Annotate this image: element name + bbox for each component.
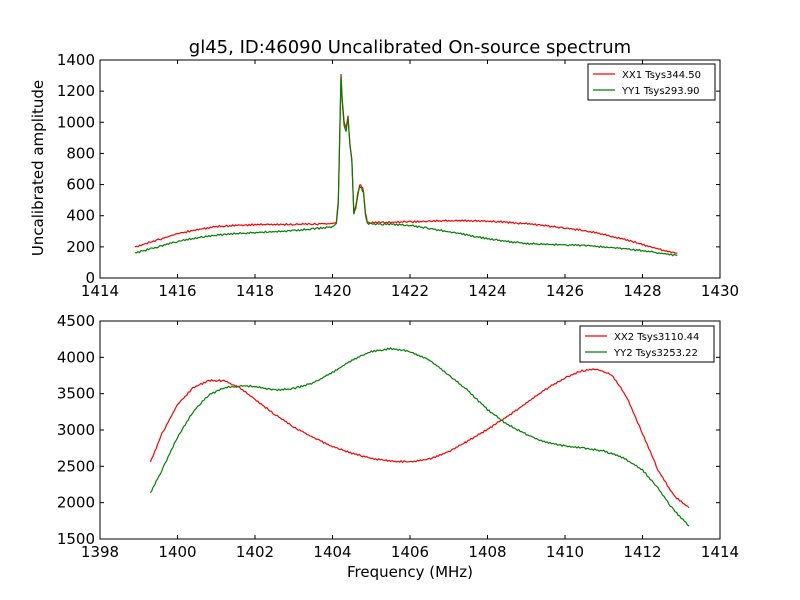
series-line-1 (134, 73, 678, 254)
x-tick-label: 1400 (158, 543, 196, 561)
x-tick-label: 1414 (81, 282, 119, 300)
y-tick-label: 2000 (57, 494, 95, 512)
x-tick-label: 1424 (468, 282, 506, 300)
series-line-2 (134, 76, 678, 257)
x-tick-label: 1416 (158, 282, 196, 300)
y-tick-label: 0 (85, 269, 95, 287)
x-tick-label: 1410 (546, 543, 584, 561)
bottom-spectrum-panel: Frequency (MHz) 1398 1400 1402 1404 1406 1408… (57, 312, 739, 581)
y-tick-label: 4500 (57, 312, 95, 330)
x-tick-label: 1406 (391, 543, 429, 561)
top-spectrum-panel: gl45, ID:46090 Uncalibrated On-source sp… (29, 37, 739, 300)
legend-label-2: YY2 Tsys3253.22 (613, 348, 698, 359)
x-tick-label: 1414 (701, 543, 739, 561)
y-tick-label: 800 (66, 144, 95, 162)
bottom-plot-area: 1398 1400 1402 1404 1406 1408 1410 1412 1414 1500… (57, 312, 739, 561)
y-tick-label: 200 (66, 238, 95, 256)
y-tick-label: 1200 (57, 82, 95, 100)
x-tick-label: 1430 (701, 282, 739, 300)
x-tick-label: 1408 (468, 543, 506, 561)
x-tick-label: 1402 (236, 543, 274, 561)
y-tick-label: 1000 (57, 113, 95, 131)
x-tick-label: 1428 (623, 282, 661, 300)
legend-box (587, 63, 716, 101)
y-tick-label: 4000 (57, 348, 95, 366)
x-tick-label: 1398 (81, 543, 119, 561)
series-line-1 (149, 368, 690, 509)
legend-label-1: XX2 Tsys3110.44 (614, 332, 699, 343)
legend-label-2: YY1 Tsys293.90 (621, 86, 700, 97)
y-tick-label: 1500 (57, 530, 95, 548)
y-tick-label: 600 (66, 176, 95, 194)
series-line-2 (149, 346, 690, 527)
top-plot-area: 1414 1416 1418 1420 1422 1424 1426 1428 1430 0 200… (57, 51, 739, 300)
y-axis-label: Uncalibrated amplitude (29, 80, 47, 256)
x-tick-label: 1426 (546, 282, 584, 300)
y-tick-label: 2500 (57, 457, 95, 475)
x-tick-label: 1418 (236, 282, 274, 300)
y-tick-label: 3500 (57, 385, 95, 403)
x-tick-label: 1404 (313, 543, 351, 561)
y-tick-label: 400 (66, 207, 95, 225)
top-legend: XX1 Tsys344.50 YY1 Tsys293.90 (587, 63, 716, 101)
legend-box (579, 325, 715, 363)
x-tick-label: 1422 (391, 282, 429, 300)
x-axis-label: Frequency (MHz) (347, 563, 473, 581)
legend-label-1: XX1 Tsys344.50 (622, 70, 701, 81)
bottom-legend: XX2 Tsys3110.44 YY2 Tsys3253.22 (579, 325, 715, 363)
y-tick-label: 1400 (57, 51, 95, 69)
x-tick-label: 1412 (623, 543, 661, 561)
x-tick-label: 1420 (313, 282, 351, 300)
y-tick-label: 3000 (57, 421, 95, 439)
chart-title: gl45, ID:46090 Uncalibrated On-source sp… (189, 37, 631, 58)
